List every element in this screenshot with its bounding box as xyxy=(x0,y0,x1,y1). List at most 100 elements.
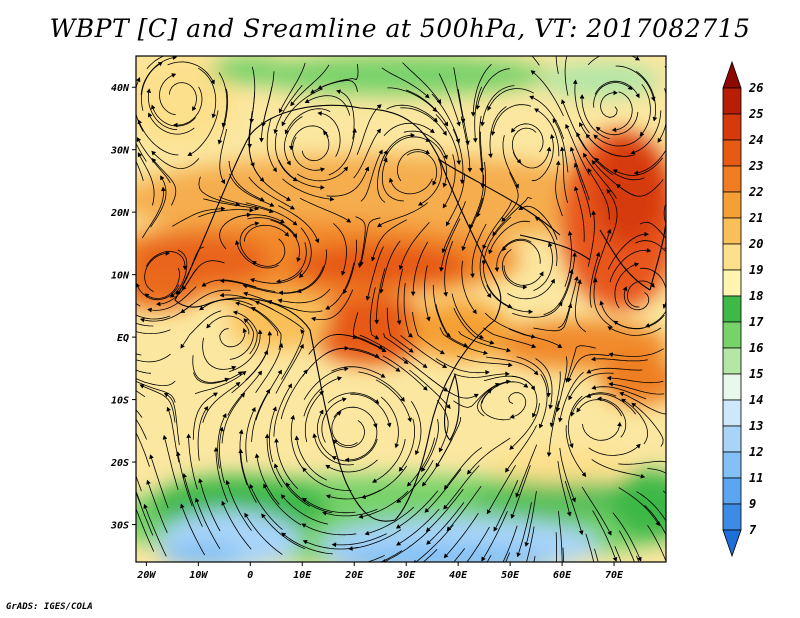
streamline xyxy=(177,452,193,507)
streamline-arrow xyxy=(640,474,646,479)
streamline-arrow xyxy=(548,404,553,410)
streamline-arrow xyxy=(530,70,536,75)
streamline xyxy=(251,307,282,350)
streamline-arrow xyxy=(567,230,573,236)
streamline-arrow xyxy=(242,328,247,333)
colorbar-segment xyxy=(722,191,742,219)
streamline-arrow xyxy=(430,128,435,134)
streamline xyxy=(451,293,484,339)
streamline xyxy=(333,420,365,448)
streamline-arrow xyxy=(487,389,493,394)
streamline xyxy=(198,176,240,206)
streamline-arrow xyxy=(359,261,364,267)
streamline xyxy=(426,502,465,545)
streamline-arrow xyxy=(445,221,450,227)
streamline xyxy=(444,512,479,558)
streamline-arrow xyxy=(494,267,500,273)
streamline xyxy=(159,73,176,116)
streamline-arrow xyxy=(280,219,285,224)
streamline xyxy=(326,166,369,197)
streamline xyxy=(239,222,259,264)
streamline xyxy=(400,335,447,368)
streamline-arrow xyxy=(410,132,416,138)
streamline-arrow xyxy=(261,513,266,519)
streamline xyxy=(483,216,512,265)
streamline-arrow xyxy=(231,365,237,371)
streamline-arrow xyxy=(576,407,581,413)
streamline xyxy=(369,287,379,340)
streamline xyxy=(301,130,330,162)
streamline-arrow xyxy=(558,417,563,423)
streamline-arrow xyxy=(646,248,652,253)
colorbar-label: 11 xyxy=(749,471,763,485)
streamline-arrow xyxy=(586,369,592,374)
streamline-arrow xyxy=(287,383,292,389)
streamline-arrow xyxy=(505,467,510,473)
streamline xyxy=(304,391,324,442)
streamline xyxy=(313,433,354,466)
lon-tick-label: 40E xyxy=(449,570,468,581)
streamline xyxy=(136,322,154,327)
streamline-arrow xyxy=(315,238,320,244)
streamline xyxy=(492,196,532,236)
streamline-arrow xyxy=(319,409,324,415)
streamline xyxy=(263,484,302,526)
streamline xyxy=(564,231,572,287)
streamline-arrow xyxy=(509,445,514,450)
streamline xyxy=(350,393,391,427)
streamline xyxy=(183,473,203,527)
streamline-arrow xyxy=(343,166,349,172)
streamline-arrow xyxy=(241,370,247,376)
streamline xyxy=(266,117,277,172)
streamline xyxy=(565,124,590,176)
streamline-arrow xyxy=(395,524,401,529)
streamline-arrow xyxy=(273,129,278,135)
streamline-arrow xyxy=(259,137,264,143)
streamline xyxy=(140,384,176,423)
streamline xyxy=(140,303,193,322)
streamline-arrow xyxy=(312,433,317,438)
streamline xyxy=(245,202,297,226)
streamline-arrow xyxy=(507,362,513,368)
streamline-arrow xyxy=(277,369,282,375)
streamline xyxy=(318,112,341,157)
streamline-arrow xyxy=(583,152,588,158)
streamline xyxy=(268,406,277,463)
streamline-arrow xyxy=(534,108,539,113)
streamline-arrow xyxy=(222,413,227,418)
streamline xyxy=(303,540,359,550)
streamline xyxy=(511,127,537,164)
streamline-arrow xyxy=(576,132,581,137)
streamline xyxy=(639,267,666,309)
streamline xyxy=(192,392,218,440)
streamline-arrow xyxy=(635,56,640,61)
streamline xyxy=(243,284,299,294)
streamline-arrow xyxy=(329,196,335,202)
streamline xyxy=(244,513,283,555)
streamline xyxy=(644,504,666,536)
streamline-arrow xyxy=(149,454,154,460)
streamline xyxy=(163,435,179,491)
colorbar-segment xyxy=(722,529,742,558)
streamline xyxy=(386,104,438,122)
streamline xyxy=(144,252,170,292)
streamline-arrow xyxy=(317,111,323,116)
streamline-arrow xyxy=(423,386,428,391)
streamline-arrow xyxy=(422,363,428,368)
streamline xyxy=(462,197,484,251)
streamline xyxy=(284,116,303,166)
streamline xyxy=(274,132,298,182)
streamline-arrow xyxy=(599,300,604,306)
streamline xyxy=(285,482,333,514)
streamline xyxy=(614,263,639,309)
streamline-arrow xyxy=(302,497,307,502)
streamline xyxy=(147,480,168,534)
streamline xyxy=(423,265,430,321)
streamline xyxy=(486,464,516,514)
streamline xyxy=(600,301,644,330)
streamline xyxy=(249,91,255,148)
streamline xyxy=(557,276,578,329)
streamline xyxy=(399,222,430,270)
streamline-arrow xyxy=(485,370,490,375)
streamline-arrow xyxy=(591,356,596,362)
